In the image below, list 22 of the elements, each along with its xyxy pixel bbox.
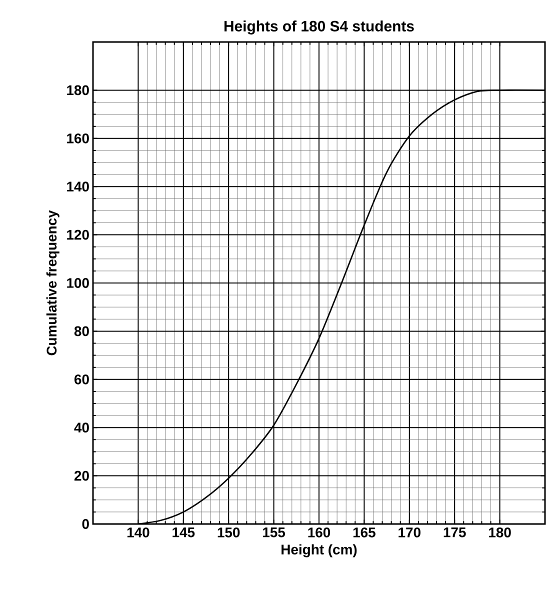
y-tick-label: 120 (67, 230, 89, 240)
y-tick-label: 60 (74, 374, 89, 384)
x-tick-label: 160 (308, 528, 330, 538)
y-tick-label: 20 (74, 470, 89, 481)
x-tick-label: 175 (444, 528, 466, 538)
x-tick-label: 140 (127, 528, 150, 538)
y-tick-label: 0 (82, 519, 89, 529)
y-axis-title: Cumulative frequency (46, 210, 60, 356)
y-tick-label: 160 (67, 133, 89, 144)
y-tick-label: 140 (67, 182, 89, 192)
x-tick-label: 180 (489, 528, 511, 538)
x-tick-label: 170 (398, 528, 420, 538)
x-tick-label: 150 (218, 528, 240, 538)
chart-title: Heights of 180 S4 students (224, 20, 414, 34)
x-tick-label: 145 (172, 528, 195, 538)
x-tick-label: 165 (353, 528, 376, 538)
y-tick-label: 40 (74, 422, 89, 433)
y-tick-label: 80 (74, 326, 89, 336)
y-tick-label: 100 (67, 278, 89, 288)
y-tick-label: 180 (67, 85, 89, 96)
x-tick-label: 155 (263, 528, 286, 538)
x-axis-title: Height (cm) (282, 544, 357, 558)
